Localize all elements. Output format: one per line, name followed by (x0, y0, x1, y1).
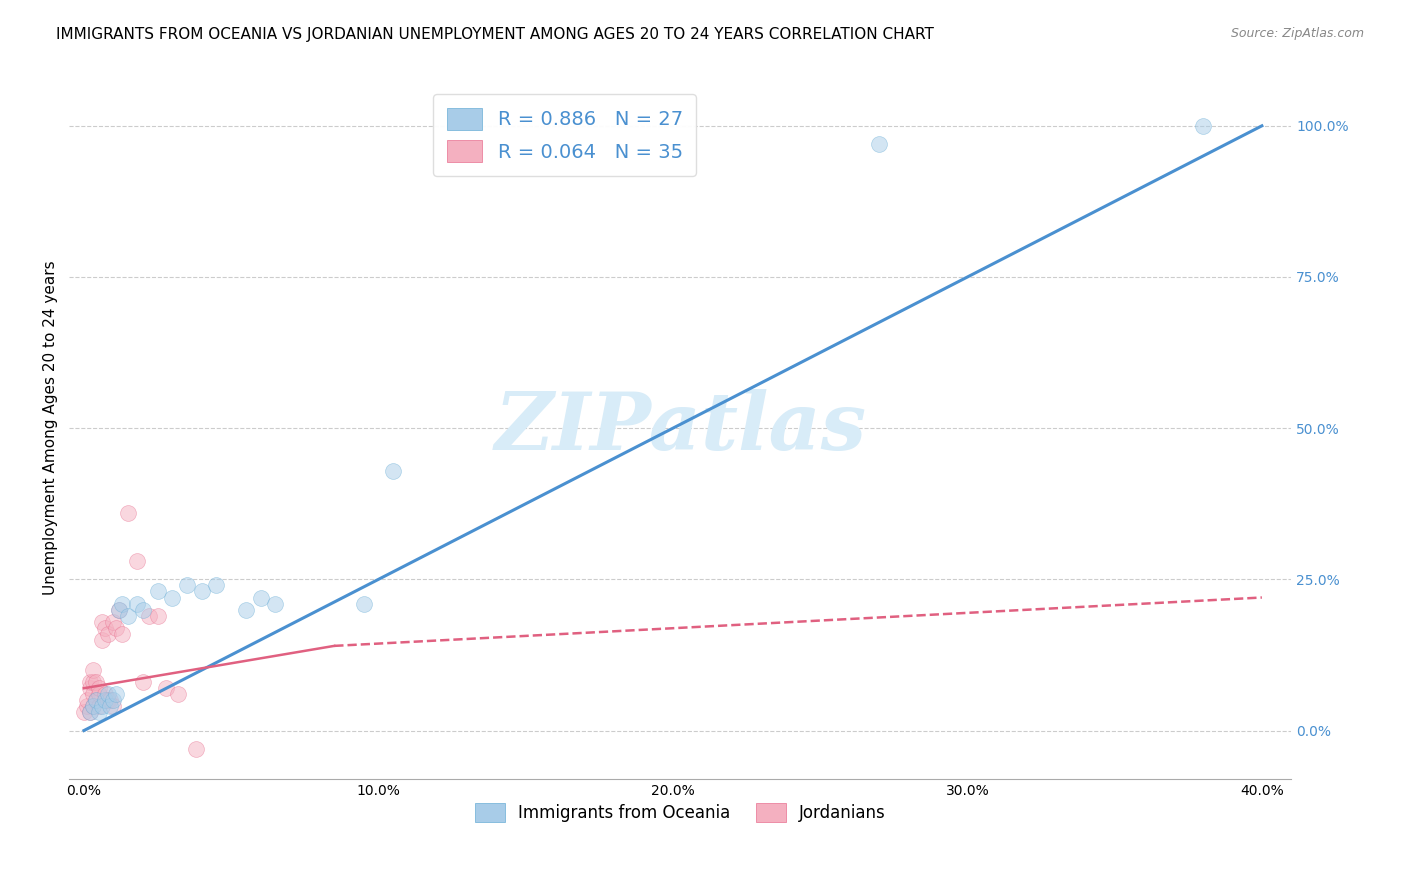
Point (190, 584, 212, 599)
Point (103, 615, 125, 629)
Point (1192, 119, 1215, 133)
Point (79, 706, 101, 720)
Legend: Immigrants from Oceania, Jordanians: Immigrants from Oceania, Jordanians (464, 791, 897, 834)
Point (382, 463, 405, 477)
Text: IMMIGRANTS FROM OCEANIA VS JORDANIAN UNEMPLOYMENT AMONG AGES 20 TO 24 YEARS CORR: IMMIGRANTS FROM OCEANIA VS JORDANIAN UNE… (56, 27, 934, 42)
Point (96, 693, 118, 707)
Point (93, 621, 115, 635)
Point (76, 693, 98, 707)
Point (184, 741, 207, 756)
Point (167, 687, 190, 701)
Point (93, 687, 115, 701)
Point (155, 681, 177, 696)
Point (87, 699, 110, 714)
Point (249, 591, 271, 605)
Point (105, 687, 128, 701)
Point (111, 597, 134, 611)
Point (111, 627, 134, 641)
Point (117, 506, 139, 520)
Point (90, 615, 112, 629)
Point (132, 675, 155, 690)
Point (87, 706, 110, 720)
Point (146, 608, 169, 623)
Point (105, 621, 128, 635)
Point (117, 608, 139, 623)
Point (146, 584, 169, 599)
Point (84, 693, 107, 707)
Point (100, 693, 122, 707)
Point (87, 687, 110, 701)
Point (264, 597, 287, 611)
Y-axis label: Unemployment Among Ages 20 to 24 years: Unemployment Among Ages 20 to 24 years (44, 260, 58, 596)
Point (108, 602, 131, 616)
Point (84, 693, 107, 707)
Point (162, 591, 184, 605)
Point (96, 687, 118, 701)
Point (100, 699, 122, 714)
Point (79, 706, 101, 720)
Point (103, 699, 125, 714)
Point (82, 687, 104, 701)
Point (353, 597, 375, 611)
Point (73, 706, 96, 720)
Text: Source: ZipAtlas.com: Source: ZipAtlas.com (1230, 27, 1364, 40)
Point (108, 602, 131, 616)
Point (176, 578, 198, 592)
Point (138, 608, 160, 623)
Point (82, 699, 104, 714)
Point (76, 699, 98, 714)
Point (79, 681, 101, 696)
Point (82, 699, 104, 714)
Point (132, 602, 155, 616)
Point (84, 675, 107, 690)
Point (96, 627, 118, 641)
Point (125, 597, 148, 611)
Text: ZIPatlas: ZIPatlas (495, 390, 866, 467)
Point (93, 693, 115, 707)
Point (235, 602, 257, 616)
Point (82, 675, 104, 690)
Point (90, 699, 112, 714)
Point (79, 675, 101, 690)
Point (205, 578, 228, 592)
Point (868, 136, 890, 151)
Point (125, 554, 148, 568)
Point (87, 681, 110, 696)
Point (90, 632, 112, 647)
Point (103, 693, 125, 707)
Point (82, 663, 104, 677)
